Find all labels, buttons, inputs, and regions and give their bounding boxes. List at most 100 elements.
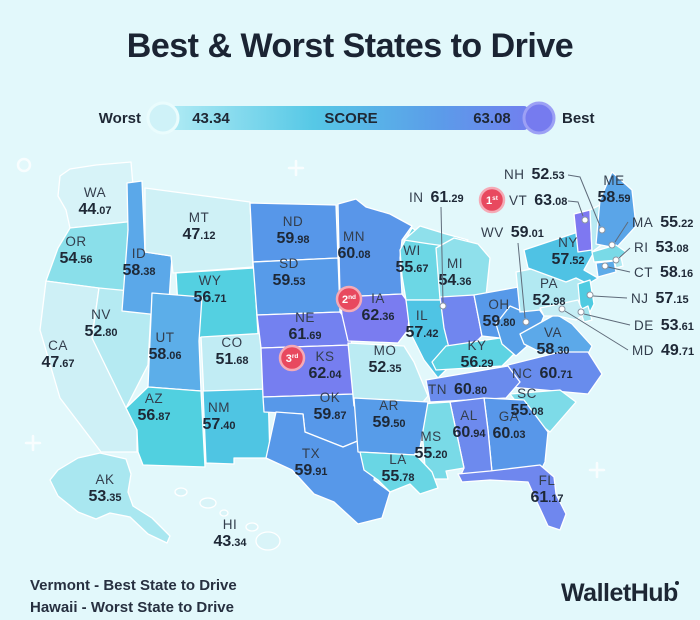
rank-badge-text: 3rd bbox=[286, 353, 299, 365]
state-score: 56.87 bbox=[137, 407, 170, 424]
callout-line bbox=[567, 200, 584, 217]
state-score: 62.04 bbox=[308, 365, 342, 382]
state-abbr: NM bbox=[208, 400, 230, 415]
state-score: 55.78 bbox=[381, 468, 414, 485]
state-abbr: MO bbox=[374, 343, 397, 358]
callout-line bbox=[583, 313, 631, 326]
state-score: 58.38 bbox=[122, 262, 155, 279]
callout-dot bbox=[439, 302, 447, 310]
state-shape-id bbox=[121, 180, 173, 317]
state-shape-fl bbox=[457, 464, 567, 531]
state-abbr: IA bbox=[371, 291, 385, 306]
callout-dot bbox=[601, 262, 609, 270]
callout-dot bbox=[586, 291, 594, 299]
state-score: 52.98 bbox=[532, 292, 565, 309]
legend-worst-circle bbox=[146, 101, 180, 135]
state-abbr: NY bbox=[558, 235, 578, 250]
callout-dot bbox=[577, 308, 585, 316]
state-abbr-score: RI 53.08 bbox=[634, 239, 689, 256]
state-abbr: TX bbox=[302, 446, 320, 461]
state-score: 61.17 bbox=[530, 489, 563, 506]
state-score: 59.80 bbox=[482, 313, 515, 330]
state-abbr-score: NH 52.53 bbox=[504, 166, 565, 183]
state-score: 57.42 bbox=[405, 324, 438, 341]
state-abbr: KS bbox=[315, 349, 334, 364]
callout-dot bbox=[558, 305, 566, 313]
plus-decoration bbox=[24, 434, 42, 452]
footer-worst-line: Hawaii - Worst State to Drive bbox=[30, 599, 234, 616]
state-shape-hi bbox=[245, 522, 259, 532]
state-abbr: MI bbox=[447, 256, 463, 271]
state-abbr: AR bbox=[379, 398, 399, 413]
state-callout-nh: NH 52.53 bbox=[504, 166, 606, 234]
state-shape-mt bbox=[144, 187, 254, 274]
state-score: 57.40 bbox=[202, 416, 235, 433]
state-abbr: LA bbox=[389, 452, 407, 467]
state-abbr: HI bbox=[223, 517, 238, 532]
state-abbr: WA bbox=[84, 185, 106, 200]
state-abbr: GA bbox=[499, 409, 520, 424]
page-title: Best & Worst States to Drive bbox=[127, 27, 573, 65]
state-abbr: CO bbox=[221, 335, 242, 350]
state-score: 58.59 bbox=[597, 189, 630, 206]
state-abbr: OK bbox=[320, 390, 341, 405]
state-score: 56.29 bbox=[460, 354, 493, 371]
legend-best-circle bbox=[522, 101, 556, 135]
state-abbr: SC bbox=[517, 386, 537, 401]
callout-line bbox=[592, 295, 628, 299]
state-callouts: IN 61.29 NH 52.53 VT 63.08 WV 59.01 MA 55.22 … bbox=[409, 166, 694, 359]
state-shape-hi bbox=[219, 509, 229, 517]
rank-badge-1st: 1st bbox=[478, 186, 506, 214]
state-score: 59.87 bbox=[313, 406, 346, 423]
state-shape-hi bbox=[255, 531, 281, 551]
state-score: 61.69 bbox=[288, 326, 321, 343]
state-score: 59.53 bbox=[272, 272, 305, 289]
legend-worst-label: Worst bbox=[99, 110, 141, 127]
state-score: 55.20 bbox=[414, 445, 447, 462]
rank-badge-circle bbox=[335, 285, 363, 313]
state-abbr-score: MD 49.71 bbox=[632, 342, 694, 359]
state-abbr: FL bbox=[539, 473, 556, 488]
state-score: 44.07 bbox=[78, 201, 111, 218]
state-shape-ut bbox=[147, 292, 203, 392]
callout-line bbox=[618, 247, 631, 259]
state-abbr: MT bbox=[189, 210, 210, 225]
callout-dot bbox=[598, 226, 606, 234]
state-abbr: IL bbox=[416, 308, 428, 323]
state-shape-ar bbox=[353, 397, 429, 456]
state-score: 60.03 bbox=[492, 425, 525, 442]
state-callout-vt: VT 63.08 bbox=[509, 192, 589, 224]
state-abbr: PA bbox=[540, 276, 558, 291]
state-callout-ct: CT 58.16 bbox=[601, 262, 693, 281]
state-abbr-score: WV 59.01 bbox=[481, 224, 544, 241]
wallethub-logo: WalletHub bbox=[561, 579, 678, 607]
rank-badge-2nd: 2nd bbox=[335, 285, 363, 313]
state-label-tn: TN 60.80 bbox=[428, 381, 487, 398]
callout-dot bbox=[581, 216, 589, 224]
state-abbr-score: DE 53.61 bbox=[634, 317, 694, 334]
legend-min-score: 43.34 bbox=[192, 110, 230, 127]
callout-dot bbox=[522, 318, 530, 326]
state-abbr: AZ bbox=[145, 391, 163, 406]
state-abbr: WI bbox=[403, 243, 421, 258]
state-shape-tn bbox=[425, 365, 521, 403]
state-abbr: UT bbox=[156, 330, 175, 345]
